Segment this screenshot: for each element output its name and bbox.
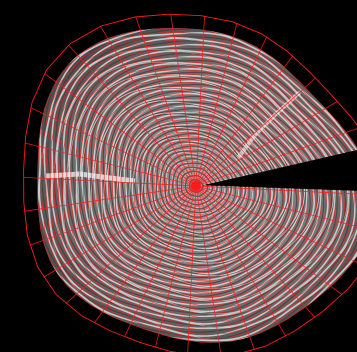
growth-ring [130,120,270,251]
traced-ring [70,60,337,310]
growth-ring [114,103,290,267]
ring-annotation-overlay [23,13,357,352]
radial-line [199,128,357,186]
pith-marker [191,181,201,191]
radial-line [23,177,193,187]
traced-ring [87,77,318,294]
radial-line [198,55,294,184]
growth-ring [142,132,256,238]
radial-line [29,186,193,246]
traced-ring [112,102,290,269]
growth-ring [96,87,307,285]
traced-ring [66,56,342,314]
traced-ring [179,169,215,203]
traced-ring [62,52,346,318]
radial-line [93,188,194,324]
growth-ring [99,88,306,282]
growth-ring [108,100,292,273]
radial-line [195,15,205,183]
radial-line [198,77,316,184]
traced-ring [91,81,314,290]
traced-ring [116,106,286,265]
traced-ring [53,44,356,327]
growth-ring [155,145,242,226]
radial-line [196,23,238,183]
traced-ring [170,160,225,212]
radial-line [196,189,255,351]
traced-ring [145,135,253,236]
radial-line [135,16,196,183]
traced-ring [103,94,300,277]
crack-left [45,171,136,184]
radial-line [124,189,195,337]
radial-line [43,187,193,278]
traced-ring [99,90,304,281]
radial-line [187,189,197,352]
growth-ring [101,90,304,279]
traced-ring [78,69,328,302]
growth-ring [126,115,276,255]
growth-ring [104,95,298,276]
growth-ring [151,141,247,230]
growth-ring [168,158,228,213]
traced-ring [120,110,281,261]
traced-ring [141,131,257,240]
traced-ring [166,156,229,216]
growth-ring [91,83,311,289]
radial-line [197,36,268,183]
traced-ring [74,65,332,306]
traced-ring [108,98,295,273]
traced-ring [154,144,243,228]
traced-ring [37,27,357,343]
growth-ring [134,125,264,248]
growth-ring [159,150,236,223]
growth-ring [146,138,250,235]
traced-ring [58,48,351,323]
traced-ring [183,173,211,199]
outer-boundary [23,13,357,352]
traced-ring [45,35,357,335]
growth-ring [172,162,223,210]
traced-ring [128,119,272,253]
radial-line [24,186,193,212]
traced-ring [162,152,234,220]
radial-line [24,142,193,186]
radial-line [196,189,221,352]
radial-line [65,188,194,305]
growth-ring [163,154,232,218]
growth-ring [93,86,308,288]
traced-ring [137,127,262,244]
traced-ring [149,139,248,232]
growth-ring [121,113,278,260]
radial-line [198,188,343,296]
radial-line [199,101,338,185]
radial-line [198,188,316,318]
traced-ring [158,148,239,224]
growth-ring [117,108,284,263]
traced-ring [124,114,276,257]
traced-ring [174,164,220,207]
radial-line [155,189,196,348]
growth-ring [139,128,261,243]
traced-ring [187,177,206,195]
traced-ring [95,85,309,286]
traced-ring [41,31,357,339]
traced-ring [133,123,267,249]
radial-line [197,189,287,337]
traced-ring [83,73,323,298]
traced-ring [49,40,357,331]
radial-line [170,14,196,183]
